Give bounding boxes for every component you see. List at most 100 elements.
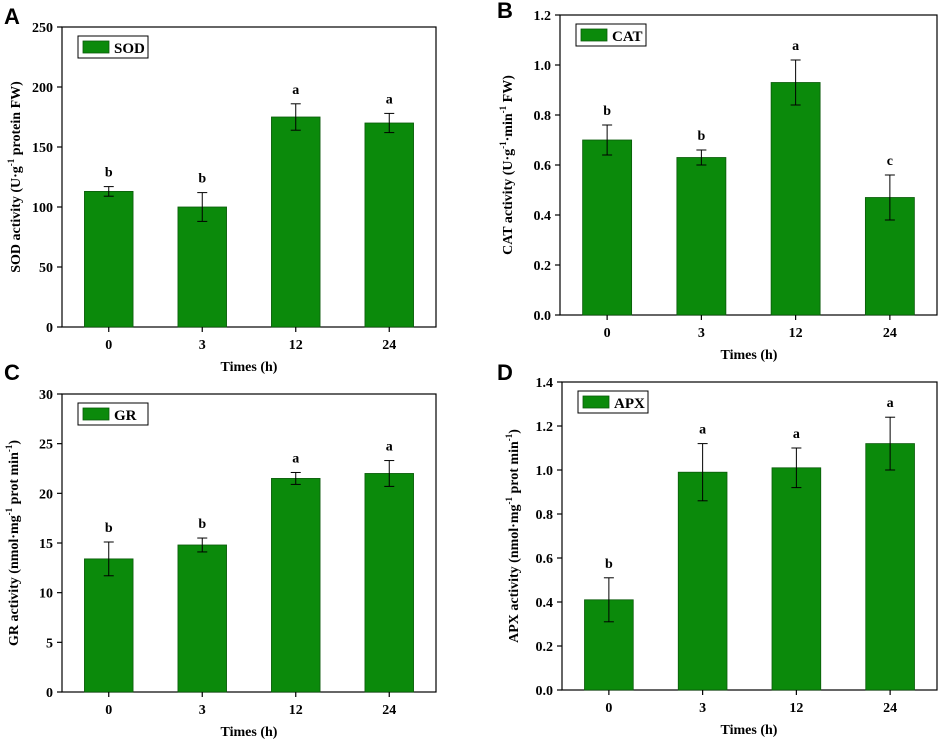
y-tick-label: 0.6	[536, 552, 554, 567]
panel-letter: D	[497, 360, 513, 385]
significance-label: a	[292, 83, 299, 98]
legend-swatch	[582, 395, 610, 409]
y-tick-label: 25	[39, 438, 53, 453]
panel-letter: B	[497, 0, 513, 23]
plot-frame	[61, 26, 437, 328]
x-axis-title: Times (h)	[721, 723, 778, 738]
bar	[364, 473, 414, 693]
x-tick-label: 12	[789, 326, 803, 341]
chart-panel-d: D 0.0 0.2 0.4 0.6 0.8 1.0 1.2 1.4 b 0 a 3 a 12 a 24 Times…	[497, 360, 938, 738]
x-tick-label: 3	[699, 701, 706, 716]
bar	[770, 82, 821, 316]
y-tick-label: 100	[32, 201, 53, 216]
y-tick-label: 0.8	[534, 109, 552, 124]
plot-frame	[561, 381, 938, 691]
x-tick-label: 24	[382, 703, 396, 718]
significance-label: a	[386, 440, 393, 455]
significance-label: b	[105, 521, 113, 536]
y-tick-label: 0.4	[536, 596, 554, 611]
chart-panel-c: C 0 5 10 15 20 25 30 b 0 b 3 a 12 a 24 Times (h) GR activ…	[4, 360, 437, 740]
y-tick-label: 0.6	[534, 159, 552, 174]
x-tick-label: 24	[883, 701, 897, 716]
x-tick-label: 0	[605, 701, 612, 716]
y-axis-title: GR activity (nmol·mg-1 prot min-1)	[4, 440, 22, 646]
y-tick-label: 150	[32, 141, 53, 156]
significance-label: b	[603, 104, 611, 119]
x-tick-label: 3	[199, 703, 206, 718]
bar	[582, 139, 633, 316]
significance-label: a	[793, 427, 800, 442]
legend-swatch	[82, 407, 110, 421]
significance-label: b	[198, 172, 206, 187]
legend-label: SOD	[114, 41, 145, 57]
y-tick-label: 50	[39, 261, 53, 276]
y-tick-label: 0	[46, 321, 53, 336]
bar	[676, 157, 727, 316]
x-tick-label: 0	[105, 338, 112, 353]
legend: APX	[577, 390, 649, 414]
x-tick-label: 12	[289, 338, 303, 353]
y-tick-label: 0.2	[534, 259, 552, 274]
bar	[271, 116, 321, 328]
significance-label: b	[198, 517, 206, 532]
significance-label: a	[887, 396, 894, 411]
x-tick-label: 0	[604, 326, 611, 341]
significance-label: a	[292, 451, 299, 466]
y-tick-label: 0.4	[534, 209, 552, 224]
y-tick-label: 200	[32, 81, 53, 96]
bar	[771, 467, 822, 691]
x-tick-label: 12	[289, 703, 303, 718]
x-tick-label: 3	[698, 326, 705, 341]
significance-label: b	[105, 166, 113, 181]
legend-label: APX	[614, 396, 645, 412]
significance-label: c	[887, 154, 893, 169]
y-tick-label: 0	[46, 686, 53, 701]
y-tick-label: 1.0	[534, 59, 552, 74]
legend-swatch	[580, 28, 608, 42]
y-tick-label: 15	[39, 537, 53, 552]
x-tick-label: 24	[382, 338, 396, 353]
panel-letter: A	[4, 4, 20, 29]
y-tick-label: 0.8	[536, 508, 554, 523]
significance-label: b	[605, 557, 613, 572]
bar	[177, 544, 227, 693]
x-tick-label: 3	[199, 338, 206, 353]
x-axis-title: Times (h)	[221, 725, 278, 740]
y-tick-label: 20	[39, 487, 53, 502]
significance-label: b	[697, 129, 705, 144]
panel-letter: C	[4, 360, 20, 385]
y-tick-label: 0.0	[534, 309, 552, 324]
bar	[865, 443, 915, 691]
bar	[84, 558, 134, 693]
y-tick-label: 30	[39, 388, 53, 403]
bar	[271, 478, 321, 693]
y-tick-label: 1.2	[536, 420, 554, 435]
significance-label: a	[699, 423, 706, 438]
x-tick-label: 24	[883, 326, 897, 341]
y-tick-label: 1.4	[536, 376, 554, 391]
y-axis-title: CAT activity (U·g-1·min-1 FW)	[498, 75, 516, 255]
bar	[177, 206, 227, 328]
bar	[364, 122, 414, 328]
x-tick-label: 12	[789, 701, 803, 716]
y-axis-title: SOD activity (U·g-1 protein FW)	[6, 81, 24, 273]
chart-panel-b: B 0.0 0.2 0.4 0.6 0.8 1.0 1.2 b 0 b 3 a 12 c 24 Times (h…	[497, 0, 938, 363]
x-tick-label: 0	[105, 703, 112, 718]
legend: CAT	[575, 23, 647, 47]
y-tick-label: 250	[32, 21, 53, 36]
y-tick-label: 0.0	[536, 684, 554, 699]
significance-label: a	[792, 39, 799, 54]
x-axis-title: Times (h)	[221, 360, 278, 375]
y-tick-label: 10	[39, 587, 53, 602]
legend-label: GR	[114, 408, 137, 424]
chart-panel-a: A 0 50 100 150 200 250 b 0 b 3 a 12 a 24 Times (h) SOD a…	[4, 4, 437, 375]
legend: SOD	[77, 35, 149, 59]
y-axis-title: APX activity (nmol·mg-1 prot min-1)	[504, 429, 522, 643]
y-tick-label: 0.2	[536, 640, 554, 655]
x-axis-title: Times (h)	[721, 348, 778, 363]
bar	[677, 471, 728, 691]
y-tick-label: 5	[46, 636, 53, 651]
bar	[84, 190, 134, 328]
y-tick-label: 1.2	[534, 9, 552, 24]
